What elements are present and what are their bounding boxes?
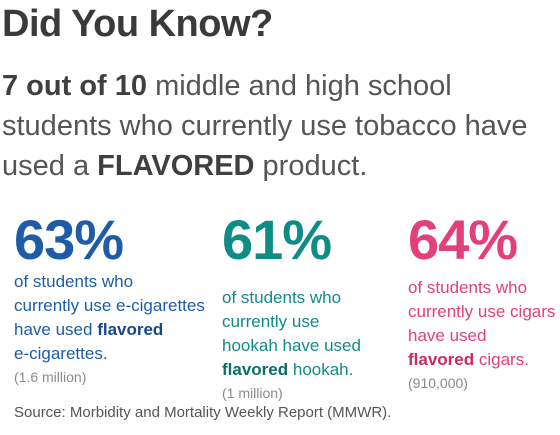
stat-desc-line: flavored cigars.: [408, 348, 558, 372]
stat-description: of students who currently use e-cigarett…: [14, 270, 214, 366]
stat-desc-text: have used: [14, 320, 98, 339]
stat-desc-line: have used flavored: [14, 318, 214, 342]
stat-desc-line: flavored hookah.: [222, 358, 402, 382]
stat-count: (1.6 million): [14, 369, 87, 385]
stat-desc-bold: flavored: [97, 320, 164, 339]
stat-desc-bold: flavored: [408, 350, 475, 369]
page-title: Did You Know?: [2, 3, 273, 45]
stat-desc-line: currently use cigars: [408, 302, 556, 321]
source-citation: Source: Morbidity and Mortality Weekly R…: [14, 404, 392, 421]
stat-desc-line: e-cigarettes.: [14, 344, 108, 363]
stat-desc-line: of students who: [222, 288, 342, 307]
stat-count: (910,000): [408, 375, 468, 391]
stat-description: of students who currently use cigars hav…: [408, 276, 558, 372]
stat-percent: 63%: [14, 208, 124, 271]
stat-description: of students who currently use hookah hav…: [222, 286, 402, 382]
headline-text-2: product.: [254, 150, 368, 182]
stat-e-cigarettes: 63% of students who currently use e-ciga…: [14, 210, 214, 388]
stat-desc-line: currently use e-cigarettes: [14, 296, 205, 315]
stat-desc-line: currently use: [222, 312, 320, 331]
stat-percent: 61%: [222, 208, 332, 271]
headline-text-1: middle and high school students who curr…: [2, 70, 528, 182]
stat-desc-text: cigars.: [474, 350, 529, 369]
stat-count: (1 million): [222, 385, 283, 401]
stat-desc-line: have used: [408, 326, 487, 345]
stat-desc-line: hookah have used: [222, 336, 361, 355]
headline-bold-lead: 7 out of 10: [2, 70, 148, 102]
stat-cigars: 64% of students who currently use cigars…: [408, 210, 558, 394]
headline: 7 out of 10 middle and high school stude…: [2, 66, 558, 186]
stat-desc-bold: flavored: [222, 360, 289, 379]
stat-percent: 64%: [408, 208, 518, 271]
stat-hookah: 61% of students who currently use hookah…: [222, 210, 402, 404]
headline-bold-word: FLAVORED: [97, 150, 255, 182]
stat-desc-text: hookah.: [288, 360, 354, 379]
stat-desc-line: of students who: [14, 272, 134, 291]
stat-desc-line: of students who: [408, 278, 528, 297]
